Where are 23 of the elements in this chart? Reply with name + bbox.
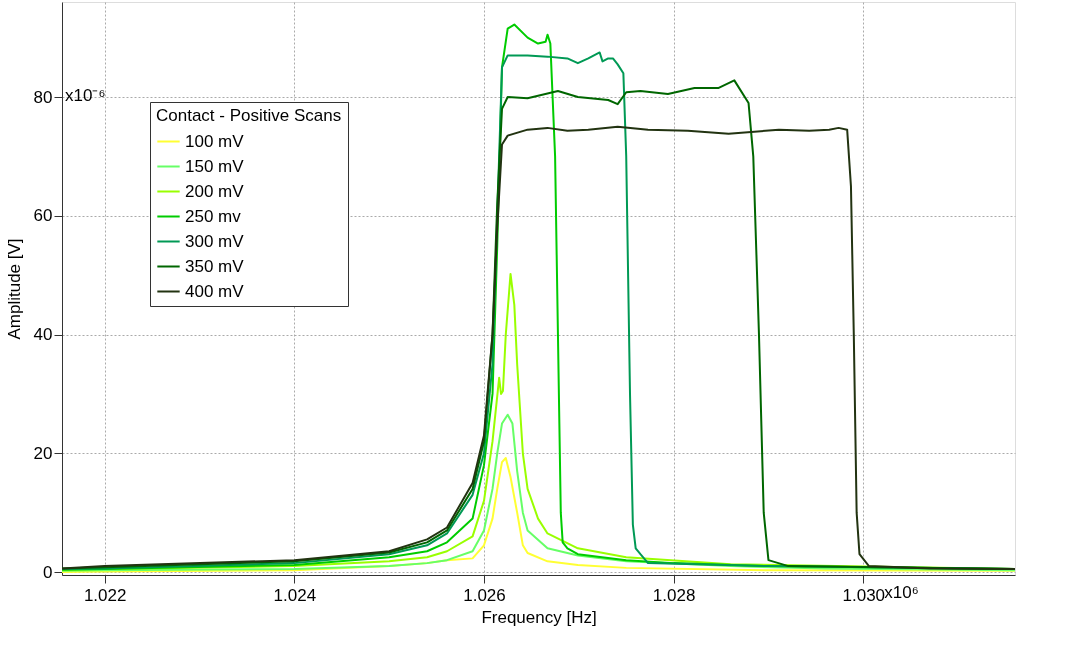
y-tick-label: 20 <box>33 443 53 463</box>
y-tick-label: 40 <box>33 325 53 345</box>
x-tick-label: 1.022 <box>83 585 127 605</box>
legend-label: 150 mV <box>185 156 245 176</box>
annotation: x10⁻⁶ <box>65 86 106 106</box>
legend-label: 250 mv <box>185 206 242 226</box>
legend-label: 200 mV <box>185 181 245 201</box>
legend-label: 300 mV <box>185 231 245 251</box>
y-axis-title: Amplitude [V] <box>4 238 24 340</box>
x-tick-label: 1.026 <box>463 585 506 605</box>
x-tick-label: 1.028 <box>652 585 696 605</box>
legend-label: 100 mV <box>185 131 245 151</box>
legend-title: Contact - Positive Scans <box>156 106 342 125</box>
y-tick-label: 0 <box>43 562 53 582</box>
y-tick-label: 60 <box>33 206 53 226</box>
line-series <box>62 413 1015 572</box>
y-tick-label: 80 <box>33 87 53 107</box>
legend-label: 350 mV <box>185 256 245 276</box>
x-axis-title: Frequency [Hz] <box>481 607 597 627</box>
x-tick-label: 1.030 <box>842 585 886 605</box>
x-tick-label: 1.024 <box>273 585 317 605</box>
text: x10⁶ <box>884 583 919 602</box>
legend-label: 400 mV <box>185 281 245 301</box>
